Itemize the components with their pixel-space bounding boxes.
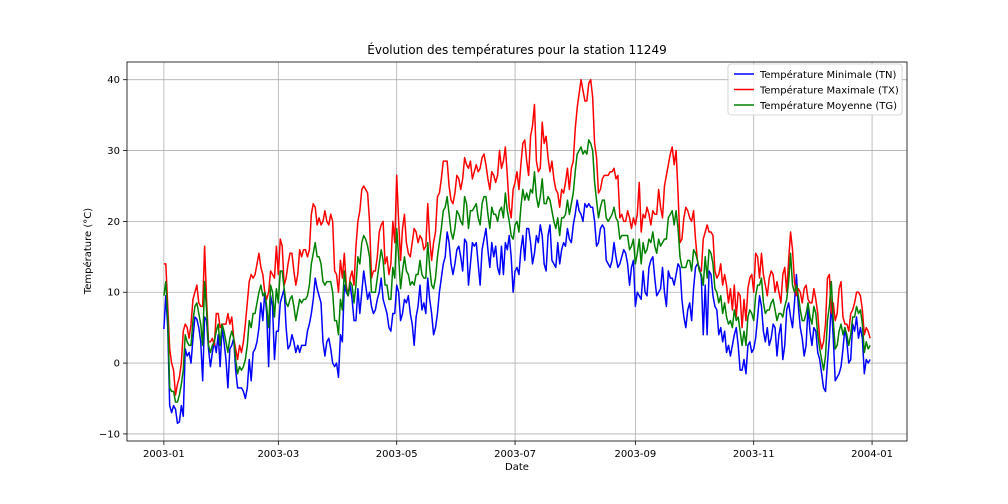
legend-box <box>727 63 903 116</box>
legend-label-tg: Température Moyenne (TG) <box>759 100 897 112</box>
x-tick-label: 2003-03 <box>257 449 299 460</box>
series-line-tg <box>163 139 871 403</box>
legend-label-tx: Température Maximale (TX) <box>759 85 899 97</box>
chart-title: Évolution des températures pour la stati… <box>367 42 666 57</box>
legend-label-tn: Température Minimale (TN) <box>759 69 897 81</box>
y-tick-label: 20 <box>107 217 120 228</box>
x-tick-label: 2004-01 <box>851 449 893 460</box>
y-tick-label: −10 <box>99 429 120 440</box>
x-tick-label: 2003-05 <box>376 449 418 460</box>
plot-frame <box>126 61 908 442</box>
x-tick-label: 2003-07 <box>494 449 536 460</box>
x-tick-label: 2003-11 <box>733 449 775 460</box>
series-line-tn <box>163 199 871 425</box>
series-line-tx <box>163 78 871 396</box>
x-tick-label: 2003-01 <box>143 449 185 460</box>
legend: Température Minimale (TN) Température Ma… <box>727 63 903 116</box>
series-lines <box>163 78 871 425</box>
y-tick-label: 10 <box>107 288 120 299</box>
y-tick-label: 30 <box>107 146 120 157</box>
y-tick-label: 40 <box>107 75 120 86</box>
y-tick-label: 0 <box>114 359 120 370</box>
y-axis-ticks: −10 0 10 20 30 40 <box>99 75 127 440</box>
x-axis-label: Date <box>505 462 529 473</box>
x-tick-label: 2003-09 <box>614 449 656 460</box>
y-axis-label: Température (°C) <box>82 208 94 295</box>
x-axis-ticks: 2003-01 2003-03 2003-05 2003-07 2003-09 2003-… <box>143 441 893 460</box>
